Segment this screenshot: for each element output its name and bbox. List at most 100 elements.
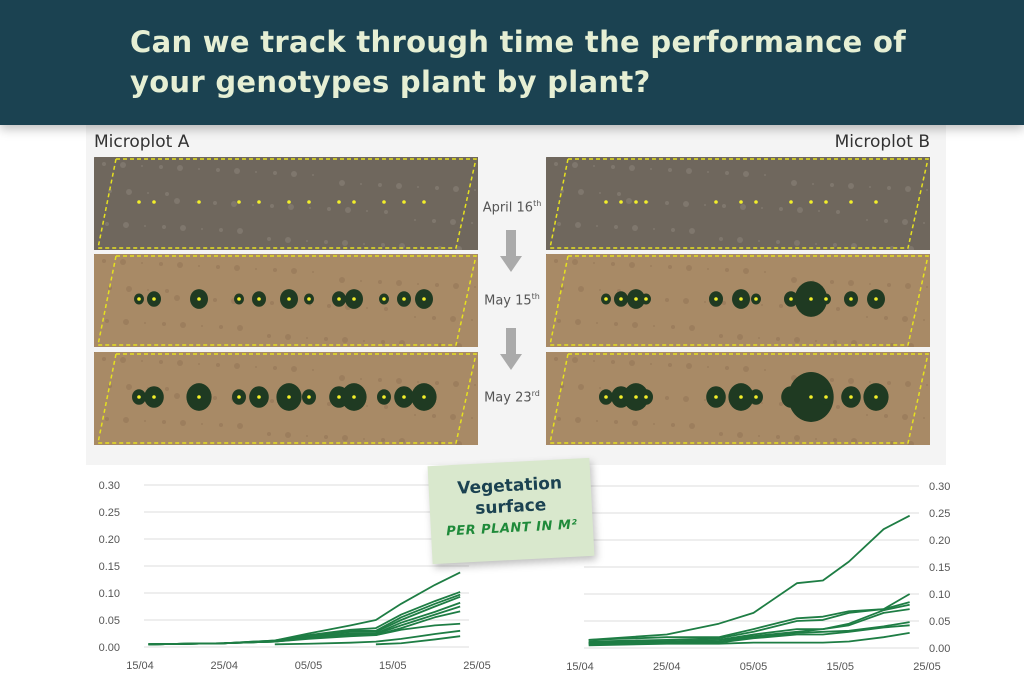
field-photo: [546, 157, 930, 250]
plant-marker: [824, 297, 828, 301]
plant-marker: [402, 297, 406, 301]
plant-marker: [619, 395, 623, 399]
plant-marker: [137, 395, 141, 399]
plant-marker: [634, 297, 638, 301]
series-line-3: [588, 593, 911, 643]
microplot-b-label: Microplot B: [834, 132, 930, 152]
plant-marker: [152, 200, 156, 204]
y-tick-label: 0.15: [99, 561, 120, 573]
header-banner: Can we track through time the performanc…: [0, 0, 1024, 125]
plant-marker: [874, 395, 878, 399]
plant-marker: [634, 395, 638, 399]
plant-marker: [287, 200, 291, 204]
plant-marker: [849, 395, 853, 399]
plant-marker: [849, 297, 853, 301]
plant-marker: [402, 200, 406, 204]
plant-marker: [874, 297, 878, 301]
y-tick-label: 0.00: [99, 642, 120, 654]
series-line-9: [274, 629, 461, 646]
plant-marker: [287, 297, 291, 301]
date-suffix: th: [533, 199, 542, 208]
plant-marker: [352, 200, 356, 204]
plant-marker: [257, 297, 261, 301]
plant-marker: [307, 297, 311, 301]
plant-marker: [152, 297, 156, 301]
plant-marker: [714, 297, 718, 301]
date-text: May 15: [484, 293, 532, 309]
plant-marker: [422, 200, 426, 204]
field-photo: [94, 157, 478, 250]
plant-marker: [137, 297, 141, 301]
plant-marker: [789, 297, 793, 301]
plant-marker: [382, 395, 386, 399]
plant-marker: [849, 200, 853, 204]
field-photo: [546, 254, 930, 347]
plant-marker: [307, 200, 311, 204]
plant-marker: [197, 297, 201, 301]
chart-microplot-b: 0.00 0.05 0.10 0.15 0.20 0.25 0.30 15/04 25/04 05…: [566, 481, 950, 673]
y-tick-label: 0.15: [929, 562, 950, 574]
plant-marker: [152, 395, 156, 399]
x-tick-label: 25/04: [210, 660, 238, 672]
plant-marker: [619, 200, 623, 204]
series-line-1: [148, 571, 461, 646]
vegetation-surface-callout: Vegetation surface PER PLANT IN M²: [427, 457, 595, 565]
y-tick-label: 0.10: [99, 588, 120, 600]
x-tick-label: 15/05: [379, 660, 407, 672]
plant-marker: [422, 297, 426, 301]
plant-marker: [382, 200, 386, 204]
page-title: Can we track through time the performanc…: [130, 25, 907, 99]
date-text: May 23: [484, 390, 532, 406]
x-tick-label: 15/04: [566, 661, 594, 673]
plant-marker: [237, 297, 241, 301]
plant-marker: [619, 297, 623, 301]
plant-marker: [754, 297, 758, 301]
plant-marker: [352, 395, 356, 399]
plant-marker: [644, 297, 648, 301]
x-tick-label: 25/05: [463, 660, 491, 672]
callout-title: Vegetation surface: [456, 473, 563, 519]
y-tick-label: 0.05: [929, 616, 950, 628]
date-text: April 16: [482, 200, 534, 216]
plant-marker: [754, 395, 758, 399]
plant-marker: [739, 200, 743, 204]
plant-marker: [604, 297, 608, 301]
date-label-1: April 16th: [472, 199, 552, 215]
y-tick-label: 0.10: [929, 589, 950, 601]
plant-marker: [809, 200, 813, 204]
y-tick-label: 0.25: [929, 508, 950, 520]
plant-marker: [824, 395, 828, 399]
microplot-a-label: Microplot A: [94, 132, 190, 152]
y-tick-label: 0.20: [929, 535, 950, 547]
plant-marker: [137, 200, 141, 204]
y-tick-label: 0.00: [929, 643, 950, 655]
plant-marker: [754, 200, 758, 204]
y-tick-label: 0.25: [99, 507, 120, 519]
plant-marker: [352, 297, 356, 301]
plant-marker: [644, 200, 648, 204]
plant-marker: [714, 395, 718, 399]
x-tick-label: 05/05: [295, 660, 323, 672]
plant-marker: [197, 395, 201, 399]
field-photo: [546, 352, 930, 445]
series-line-7: [588, 624, 910, 645]
plant-marker: [809, 297, 813, 301]
plant-marker: [402, 395, 406, 399]
chart-microplot-a: 0.00 0.05 0.10 0.15 0.20 0.25 0.30 15/04 25/04 05…: [99, 480, 491, 672]
plant-marker: [337, 200, 341, 204]
plant-marker: [382, 297, 386, 301]
arrow-down-icon: [500, 230, 522, 272]
y-tick-label: 0.05: [99, 615, 120, 627]
plant-marker: [337, 395, 341, 399]
plant-marker: [197, 200, 201, 204]
plant-marker: [789, 200, 793, 204]
date-suffix: rd: [531, 389, 540, 398]
x-tick-label: 15/05: [826, 661, 854, 673]
y-tick-label: 0.30: [99, 480, 120, 492]
plant-marker: [422, 395, 426, 399]
plant-marker: [237, 395, 241, 399]
plant-marker: [634, 200, 638, 204]
plant-marker: [644, 395, 648, 399]
y-tick-label: 0.30: [929, 481, 950, 493]
plant-marker: [287, 395, 291, 399]
